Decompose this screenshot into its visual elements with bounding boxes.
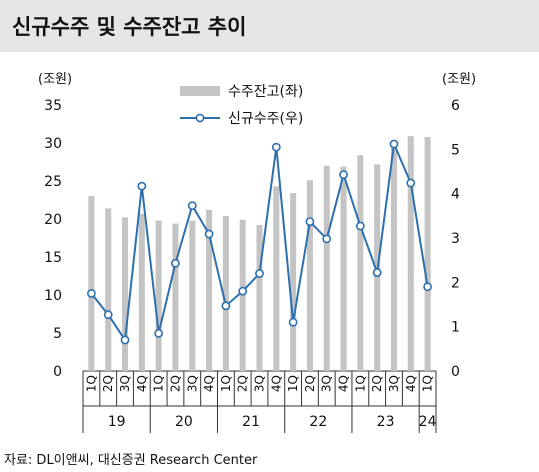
legend-bar-swatch xyxy=(180,86,220,96)
category-label: 1Q xyxy=(421,375,435,392)
category-label: 3Q xyxy=(253,375,267,392)
category-label: 1Q xyxy=(219,375,233,392)
line-point xyxy=(372,268,382,277)
line-point xyxy=(221,301,231,311)
line-point xyxy=(137,181,147,191)
bar xyxy=(273,186,280,371)
bar xyxy=(206,209,213,371)
line-point xyxy=(120,335,130,345)
bar xyxy=(407,136,414,371)
bar xyxy=(323,165,330,371)
category-label: 1Q xyxy=(84,375,98,392)
line-point xyxy=(339,170,348,180)
line-point xyxy=(389,139,399,149)
bar xyxy=(88,196,95,371)
left-tick-label: 30 xyxy=(44,136,62,152)
right-tick-label: 5 xyxy=(451,142,460,158)
right-tick-label: 0 xyxy=(451,364,460,380)
line-point xyxy=(305,217,315,226)
legend-bar-label: 수주잔고(좌) xyxy=(228,84,303,100)
year-label: 22 xyxy=(309,414,327,430)
line-point xyxy=(171,258,180,268)
year-label: 19 xyxy=(108,414,126,430)
bar-series xyxy=(88,136,431,371)
left-tick-label: 25 xyxy=(44,174,62,190)
line-point xyxy=(238,286,248,296)
chart-axes xyxy=(82,370,437,433)
left-tick-label: 35 xyxy=(44,98,62,114)
year-label: 20 xyxy=(175,414,193,430)
category-label: 2Q xyxy=(303,375,317,392)
line-point xyxy=(423,282,432,292)
line-point xyxy=(322,234,332,244)
bar xyxy=(105,208,112,371)
bar xyxy=(155,220,162,371)
legend-line-marker xyxy=(195,113,205,123)
line-point xyxy=(187,201,197,211)
left-axis-unit: (조원) xyxy=(38,72,72,87)
category-label: 3Q xyxy=(118,375,132,392)
bar xyxy=(390,143,398,371)
line-point xyxy=(255,269,264,278)
title-bar: 신규수주 및 수주잔고 추이 xyxy=(0,0,539,52)
bar xyxy=(424,136,431,371)
left-tick-label: 0 xyxy=(53,364,62,380)
category-label: 2Q xyxy=(236,375,250,392)
page-title: 신규수주 및 수주잔고 추이 xyxy=(12,15,247,39)
category-label: 4Q xyxy=(269,375,283,392)
bar xyxy=(256,225,263,371)
category-label: 1Q xyxy=(152,375,166,392)
category-label: 1Q xyxy=(286,375,300,392)
line-point xyxy=(355,221,365,231)
right-tick-label: 2 xyxy=(451,275,460,291)
chart-legend: 수주잔고(좌) 신규수주(우) xyxy=(180,84,303,127)
bar xyxy=(121,217,129,371)
year-label: 21 xyxy=(242,414,260,430)
category-label: 4Q xyxy=(135,375,149,392)
category-label: 2Q xyxy=(101,375,115,392)
bar xyxy=(172,223,179,371)
category-label: 3Q xyxy=(320,375,334,392)
right-tick-label: 1 xyxy=(451,320,460,336)
left-tick-label: 10 xyxy=(44,288,62,304)
category-label: 4Q xyxy=(404,375,418,392)
right-tick-label: 3 xyxy=(451,231,460,247)
category-label: 2Q xyxy=(168,375,182,392)
category-label: 4Q xyxy=(202,375,216,392)
line-point xyxy=(288,317,298,327)
right-axis-unit: (조원) xyxy=(442,72,476,87)
line-series xyxy=(87,139,432,345)
line-point xyxy=(103,310,113,320)
category-label: 2Q xyxy=(370,375,384,392)
line-point xyxy=(406,178,416,188)
category-label: 1Q xyxy=(353,375,367,392)
left-tick-label: 20 xyxy=(44,212,62,228)
right-tick-label: 6 xyxy=(451,98,460,114)
line-point xyxy=(271,142,281,152)
legend-line-label: 신규수주(우) xyxy=(228,111,303,127)
bar xyxy=(222,215,229,371)
left-tick-label: 5 xyxy=(53,326,62,342)
source-note: 자료: DL이앤씨, 대신증권 Research Center xyxy=(4,453,258,468)
category-label: 3Q xyxy=(185,375,199,392)
year-label: 23 xyxy=(377,414,395,430)
left-tick-label: 15 xyxy=(44,250,62,266)
bar xyxy=(290,193,297,371)
bar xyxy=(340,166,347,371)
category-label: 4Q xyxy=(337,375,351,392)
bar xyxy=(357,155,364,371)
line-point xyxy=(204,229,214,239)
year-label: 24 xyxy=(419,414,437,430)
bar xyxy=(138,213,145,371)
bar xyxy=(306,180,313,371)
right-tick-label: 4 xyxy=(451,187,460,203)
bar xyxy=(189,220,196,371)
line-point xyxy=(154,328,164,338)
line-point xyxy=(87,289,96,298)
category-label: 3Q xyxy=(387,375,401,392)
